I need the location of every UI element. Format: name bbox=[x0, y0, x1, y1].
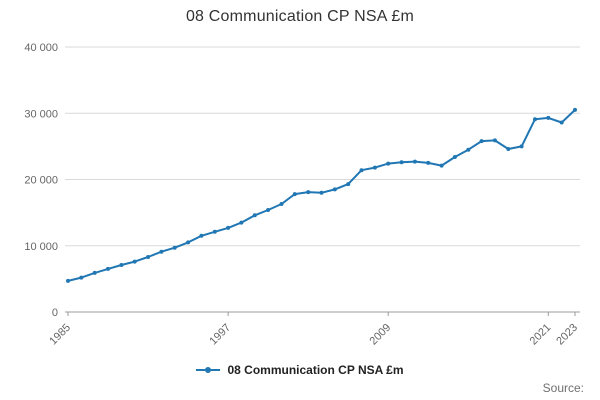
legend-marker-dot bbox=[205, 367, 212, 373]
data-point bbox=[306, 190, 311, 195]
data-point bbox=[226, 225, 231, 230]
data-point bbox=[319, 190, 324, 195]
y-tick-label: 20 000 bbox=[24, 175, 58, 187]
data-point bbox=[106, 266, 110, 271]
data-point bbox=[119, 263, 124, 267]
data-point bbox=[546, 115, 551, 120]
legend-item[interactable]: 08 Communication CP NSA £m bbox=[196, 363, 404, 377]
data-point bbox=[199, 233, 204, 238]
legend: 08 Communication CP NSA £m bbox=[0, 363, 600, 377]
data-point bbox=[346, 182, 351, 187]
x-tick-label: 2021 bbox=[528, 322, 554, 348]
y-tick-label: 0 bbox=[52, 307, 58, 319]
data-point bbox=[479, 139, 484, 144]
y-tick-label: 40 000 bbox=[24, 42, 58, 54]
data-point bbox=[66, 278, 70, 283]
data-point bbox=[332, 187, 337, 192]
data-point bbox=[92, 270, 97, 275]
data-point bbox=[279, 202, 284, 206]
data-point bbox=[452, 155, 457, 159]
line-chart: 0 10 000 20 000 30 000 40 000 1985 1997 2009 202… bbox=[24, 42, 580, 348]
y-tick-label: 30 000 bbox=[24, 108, 58, 120]
x-tick-label: 1997 bbox=[207, 322, 233, 348]
data-point bbox=[252, 213, 257, 218]
data-point bbox=[292, 192, 297, 197]
y-tick-label: 10 000 bbox=[24, 241, 58, 253]
source-label: Source: bbox=[542, 381, 584, 395]
x-tick-label: 1985 bbox=[47, 322, 73, 348]
data-point bbox=[359, 168, 364, 173]
data-point bbox=[239, 220, 244, 225]
data-point bbox=[146, 255, 151, 259]
data-point bbox=[466, 147, 471, 152]
data-point bbox=[573, 107, 577, 112]
data-point bbox=[519, 144, 524, 149]
data-point bbox=[492, 138, 497, 143]
data-line bbox=[67, 109, 576, 282]
legend-marker-icon bbox=[196, 367, 221, 373]
data-point bbox=[79, 275, 84, 280]
data-point bbox=[212, 229, 217, 234]
data-point bbox=[506, 147, 511, 151]
data-point bbox=[159, 249, 164, 254]
chart-title: 08 Communication CP NSA £m bbox=[185, 8, 415, 25]
data-point bbox=[559, 120, 564, 125]
data-point bbox=[172, 245, 177, 250]
data-point bbox=[412, 159, 417, 164]
data-point bbox=[386, 161, 391, 166]
legend-label: 08 Communication CP NSA £m bbox=[227, 363, 404, 377]
data-point bbox=[266, 208, 271, 212]
data-point bbox=[426, 160, 431, 165]
data-point bbox=[132, 259, 137, 264]
data-point bbox=[533, 117, 537, 122]
x-tick-label: 2023 bbox=[554, 322, 580, 348]
x-tick-label: 2009 bbox=[368, 322, 394, 348]
data-point bbox=[186, 240, 191, 245]
data-point bbox=[399, 160, 404, 165]
data-point bbox=[372, 165, 377, 170]
data-point bbox=[439, 163, 444, 168]
